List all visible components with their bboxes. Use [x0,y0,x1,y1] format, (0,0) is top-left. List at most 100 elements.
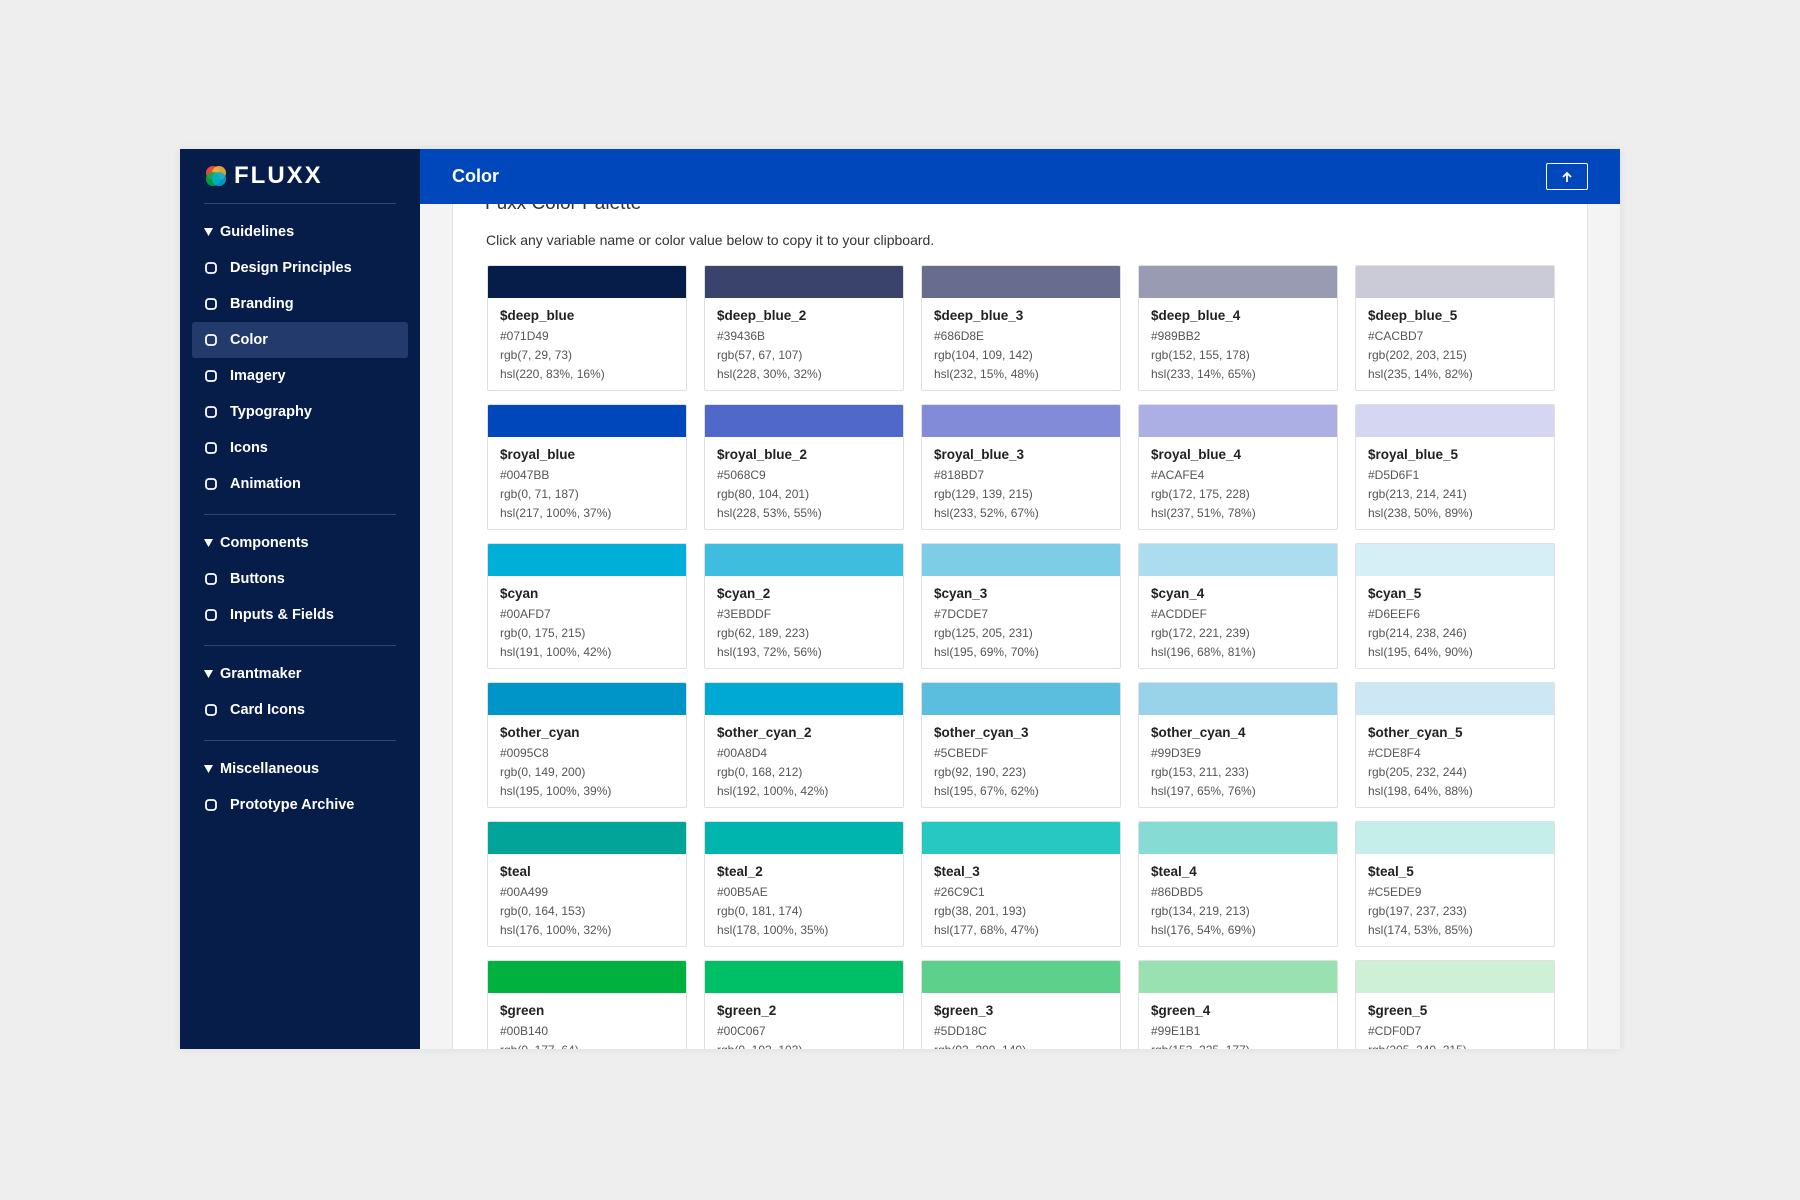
color-value[interactable]: rgb(0, 175, 215) [500,626,586,640]
variable-name[interactable]: $green_5 [1368,1003,1428,1018]
color-value[interactable]: rgb(0, 168, 212) [717,765,803,779]
color-value[interactable]: rgb(125, 205, 231) [934,626,1033,640]
color-value[interactable]: #989BB2 [1151,329,1201,343]
color-value[interactable]: rgb(0, 192, 103) [717,1043,802,1049]
color-value[interactable]: #00A8D4 [717,746,768,760]
group-header[interactable]: Grantmaker [192,656,408,692]
color-value[interactable]: rgb(197, 237, 233) [1368,904,1467,918]
variable-name[interactable]: $deep_blue_4 [1151,308,1241,323]
variable-name[interactable]: $teal_2 [717,864,763,879]
variable-name[interactable]: $royal_blue [500,447,576,462]
color-value[interactable]: rgb(0, 71, 187) [500,487,579,501]
variable-name[interactable]: $other_cyan_3 [934,725,1029,740]
nav-item[interactable]: Icons [192,430,408,466]
swatch-color[interactable] [922,405,1120,437]
swatch-color[interactable] [488,683,686,715]
swatch-color[interactable] [1139,961,1337,993]
swatch-color[interactable] [705,822,903,854]
color-value[interactable]: hsl(176, 100%, 32%) [500,923,612,937]
swatch-color[interactable] [922,266,1120,298]
color-value[interactable]: #D6EEF6 [1368,607,1421,621]
color-value[interactable]: hsl(198, 64%, 88%) [1368,784,1473,798]
swatch-color[interactable] [922,544,1120,576]
color-value[interactable]: rgb(104, 109, 142) [934,348,1033,362]
variable-name[interactable]: $cyan_4 [1151,586,1205,601]
swatch-color[interactable] [1356,683,1554,715]
color-value[interactable]: rgb(153, 211, 233) [1151,765,1249,779]
color-value[interactable]: hsl(195, 64%, 90%) [1368,645,1473,659]
swatch-color[interactable] [1139,544,1337,576]
color-value[interactable]: rgb(172, 175, 228) [1151,487,1250,501]
color-value[interactable]: rgb(205, 232, 244) [1368,765,1467,779]
swatch-color[interactable] [1356,822,1554,854]
color-value[interactable]: rgb(57, 67, 107) [717,348,803,362]
color-value[interactable]: #7DCDE7 [934,607,989,621]
color-value[interactable]: hsl(195, 100%, 39%) [500,784,612,798]
variable-name[interactable]: $teal [500,864,531,879]
color-value[interactable]: hsl(174, 53%, 85%) [1368,923,1473,937]
scroll-top-button[interactable] [1546,163,1588,190]
swatch-color[interactable] [488,405,686,437]
color-value[interactable]: #CDF0D7 [1368,1024,1422,1038]
variable-name[interactable]: $deep_blue_2 [717,308,807,323]
color-value[interactable]: rgb(214, 238, 246) [1368,626,1467,640]
variable-name[interactable]: $other_cyan_2 [717,725,812,740]
color-value[interactable]: #D5D6F1 [1368,468,1420,482]
color-value[interactable]: hsl(177, 68%, 47%) [934,923,1039,937]
color-value[interactable]: #686D8E [934,329,985,343]
color-value[interactable]: #99E1B1 [1151,1024,1201,1038]
color-value[interactable]: #00A499 [500,885,549,899]
swatch-color[interactable] [1356,266,1554,298]
swatch-color[interactable] [922,961,1120,993]
color-value[interactable]: hsl(196, 68%, 81%) [1151,645,1256,659]
nav-item[interactable]: Design Principles [192,250,408,286]
color-value[interactable]: rgb(80, 104, 201) [717,487,810,501]
group-header[interactable]: Miscellaneous [192,751,408,787]
swatch-color[interactable] [488,822,686,854]
swatch-color[interactable] [488,266,686,298]
color-value[interactable]: #39436B [717,329,766,343]
color-value[interactable]: rgb(38, 201, 193) [934,904,1027,918]
color-value[interactable]: hsl(192, 100%, 42%) [717,784,829,798]
nav-item[interactable]: Card Icons [192,692,408,728]
variable-name[interactable]: $deep_blue_5 [1368,308,1458,323]
color-value[interactable]: hsl(195, 69%, 70%) [934,645,1039,659]
color-value[interactable]: hsl(195, 67%, 62%) [934,784,1039,798]
color-value[interactable]: hsl(233, 14%, 65%) [1151,367,1256,381]
color-value[interactable]: #CACBD7 [1368,329,1424,343]
color-value[interactable]: rgb(129, 139, 215) [934,487,1033,501]
color-value[interactable]: hsl(228, 30%, 32%) [717,367,822,381]
variable-name[interactable]: $teal_5 [1368,864,1414,879]
color-value[interactable]: #00C067 [717,1024,766,1038]
color-value[interactable]: hsl(238, 50%, 89%) [1368,506,1473,520]
swatch-color[interactable] [488,544,686,576]
color-value[interactable]: hsl(228, 53%, 55%) [717,506,822,520]
color-value[interactable]: rgb(202, 203, 215) [1368,348,1467,362]
nav-item[interactable]: Inputs & Fields [192,597,408,633]
variable-name[interactable]: $green_3 [934,1003,994,1018]
variable-name[interactable]: $green_2 [717,1003,777,1018]
variable-name[interactable]: $green [500,1003,545,1018]
color-value[interactable]: #3EBDDF [717,607,772,621]
swatch-color[interactable] [1139,405,1337,437]
swatch-color[interactable] [705,683,903,715]
color-value[interactable]: #00B140 [500,1024,549,1038]
variable-name[interactable]: $royal_blue_4 [1151,447,1242,462]
swatch-color[interactable] [1356,961,1554,993]
color-value[interactable]: #0047BB [500,468,550,482]
swatch-color[interactable] [705,544,903,576]
color-value[interactable]: #00AFD7 [500,607,551,621]
color-value[interactable]: hsl(193, 72%, 56%) [717,645,822,659]
logo[interactable]: FLUXX [204,161,323,191]
nav-item[interactable]: Buttons [192,561,408,597]
swatch-color[interactable] [1139,683,1337,715]
swatch-color[interactable] [705,266,903,298]
swatch-color[interactable] [1139,266,1337,298]
color-value[interactable]: #CDE8F4 [1368,746,1421,760]
color-value[interactable]: #818BD7 [934,468,985,482]
color-value[interactable]: #071D49 [500,329,549,343]
nav-item[interactable]: Prototype Archive [192,787,408,823]
variable-name[interactable]: $cyan [500,586,539,601]
color-value[interactable]: #26C9C1 [934,885,985,899]
color-value[interactable]: rgb(62, 189, 223) [717,626,810,640]
